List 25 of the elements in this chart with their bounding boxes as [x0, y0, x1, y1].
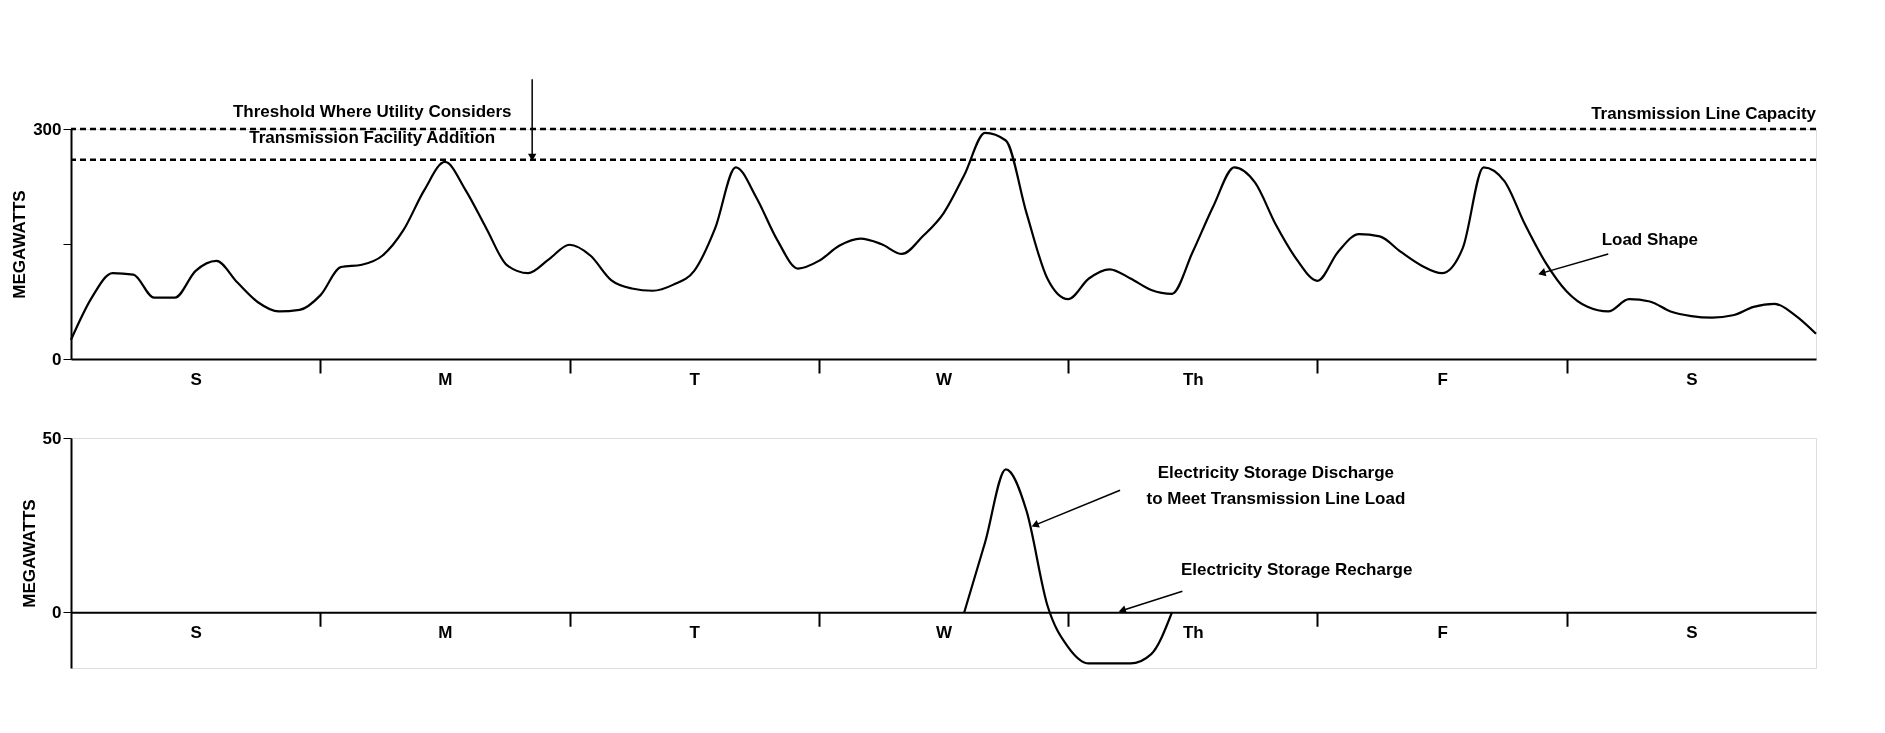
- annotation: Electricity Storage Recharge: [1180, 560, 1413, 580]
- x-tick-label: F: [1437, 369, 1448, 389]
- ref-line-label: Transmission Line Capacity: [1591, 104, 1817, 123]
- x-tick-label: S: [1686, 622, 1698, 642]
- x-tick-label: F: [1437, 622, 1448, 642]
- annotation: Electricity Storage Discharge to Meet Transmission Line Load: [1146, 462, 1406, 508]
- x-tick-label: M: [438, 622, 453, 642]
- x-tick-label: W: [935, 622, 953, 642]
- x-tick-label: W: [935, 369, 953, 389]
- y-tick-label: 0: [52, 349, 62, 369]
- y-axis-title: MEGAWATTS: [19, 499, 39, 608]
- y-tick-label: 0: [52, 602, 62, 622]
- y-tick-label: 300: [33, 119, 62, 139]
- x-tick-label: Th: [1182, 622, 1204, 642]
- ref-line-label: Threshold Where Utility Considers Transmission Facility Addition: [232, 102, 512, 148]
- x-tick-label: S: [1686, 369, 1698, 389]
- x-tick-label: Th: [1182, 369, 1204, 389]
- x-tick-label: S: [190, 622, 202, 642]
- x-tick-label: S: [190, 369, 202, 389]
- y-tick-label: 50: [42, 428, 62, 448]
- x-tick-label: T: [689, 369, 701, 389]
- y-axis-title: MEGAWATTS: [10, 190, 30, 299]
- annotation: Load Shape: [1601, 230, 1698, 250]
- x-tick-label: T: [689, 622, 701, 642]
- x-tick-label: M: [438, 369, 453, 389]
